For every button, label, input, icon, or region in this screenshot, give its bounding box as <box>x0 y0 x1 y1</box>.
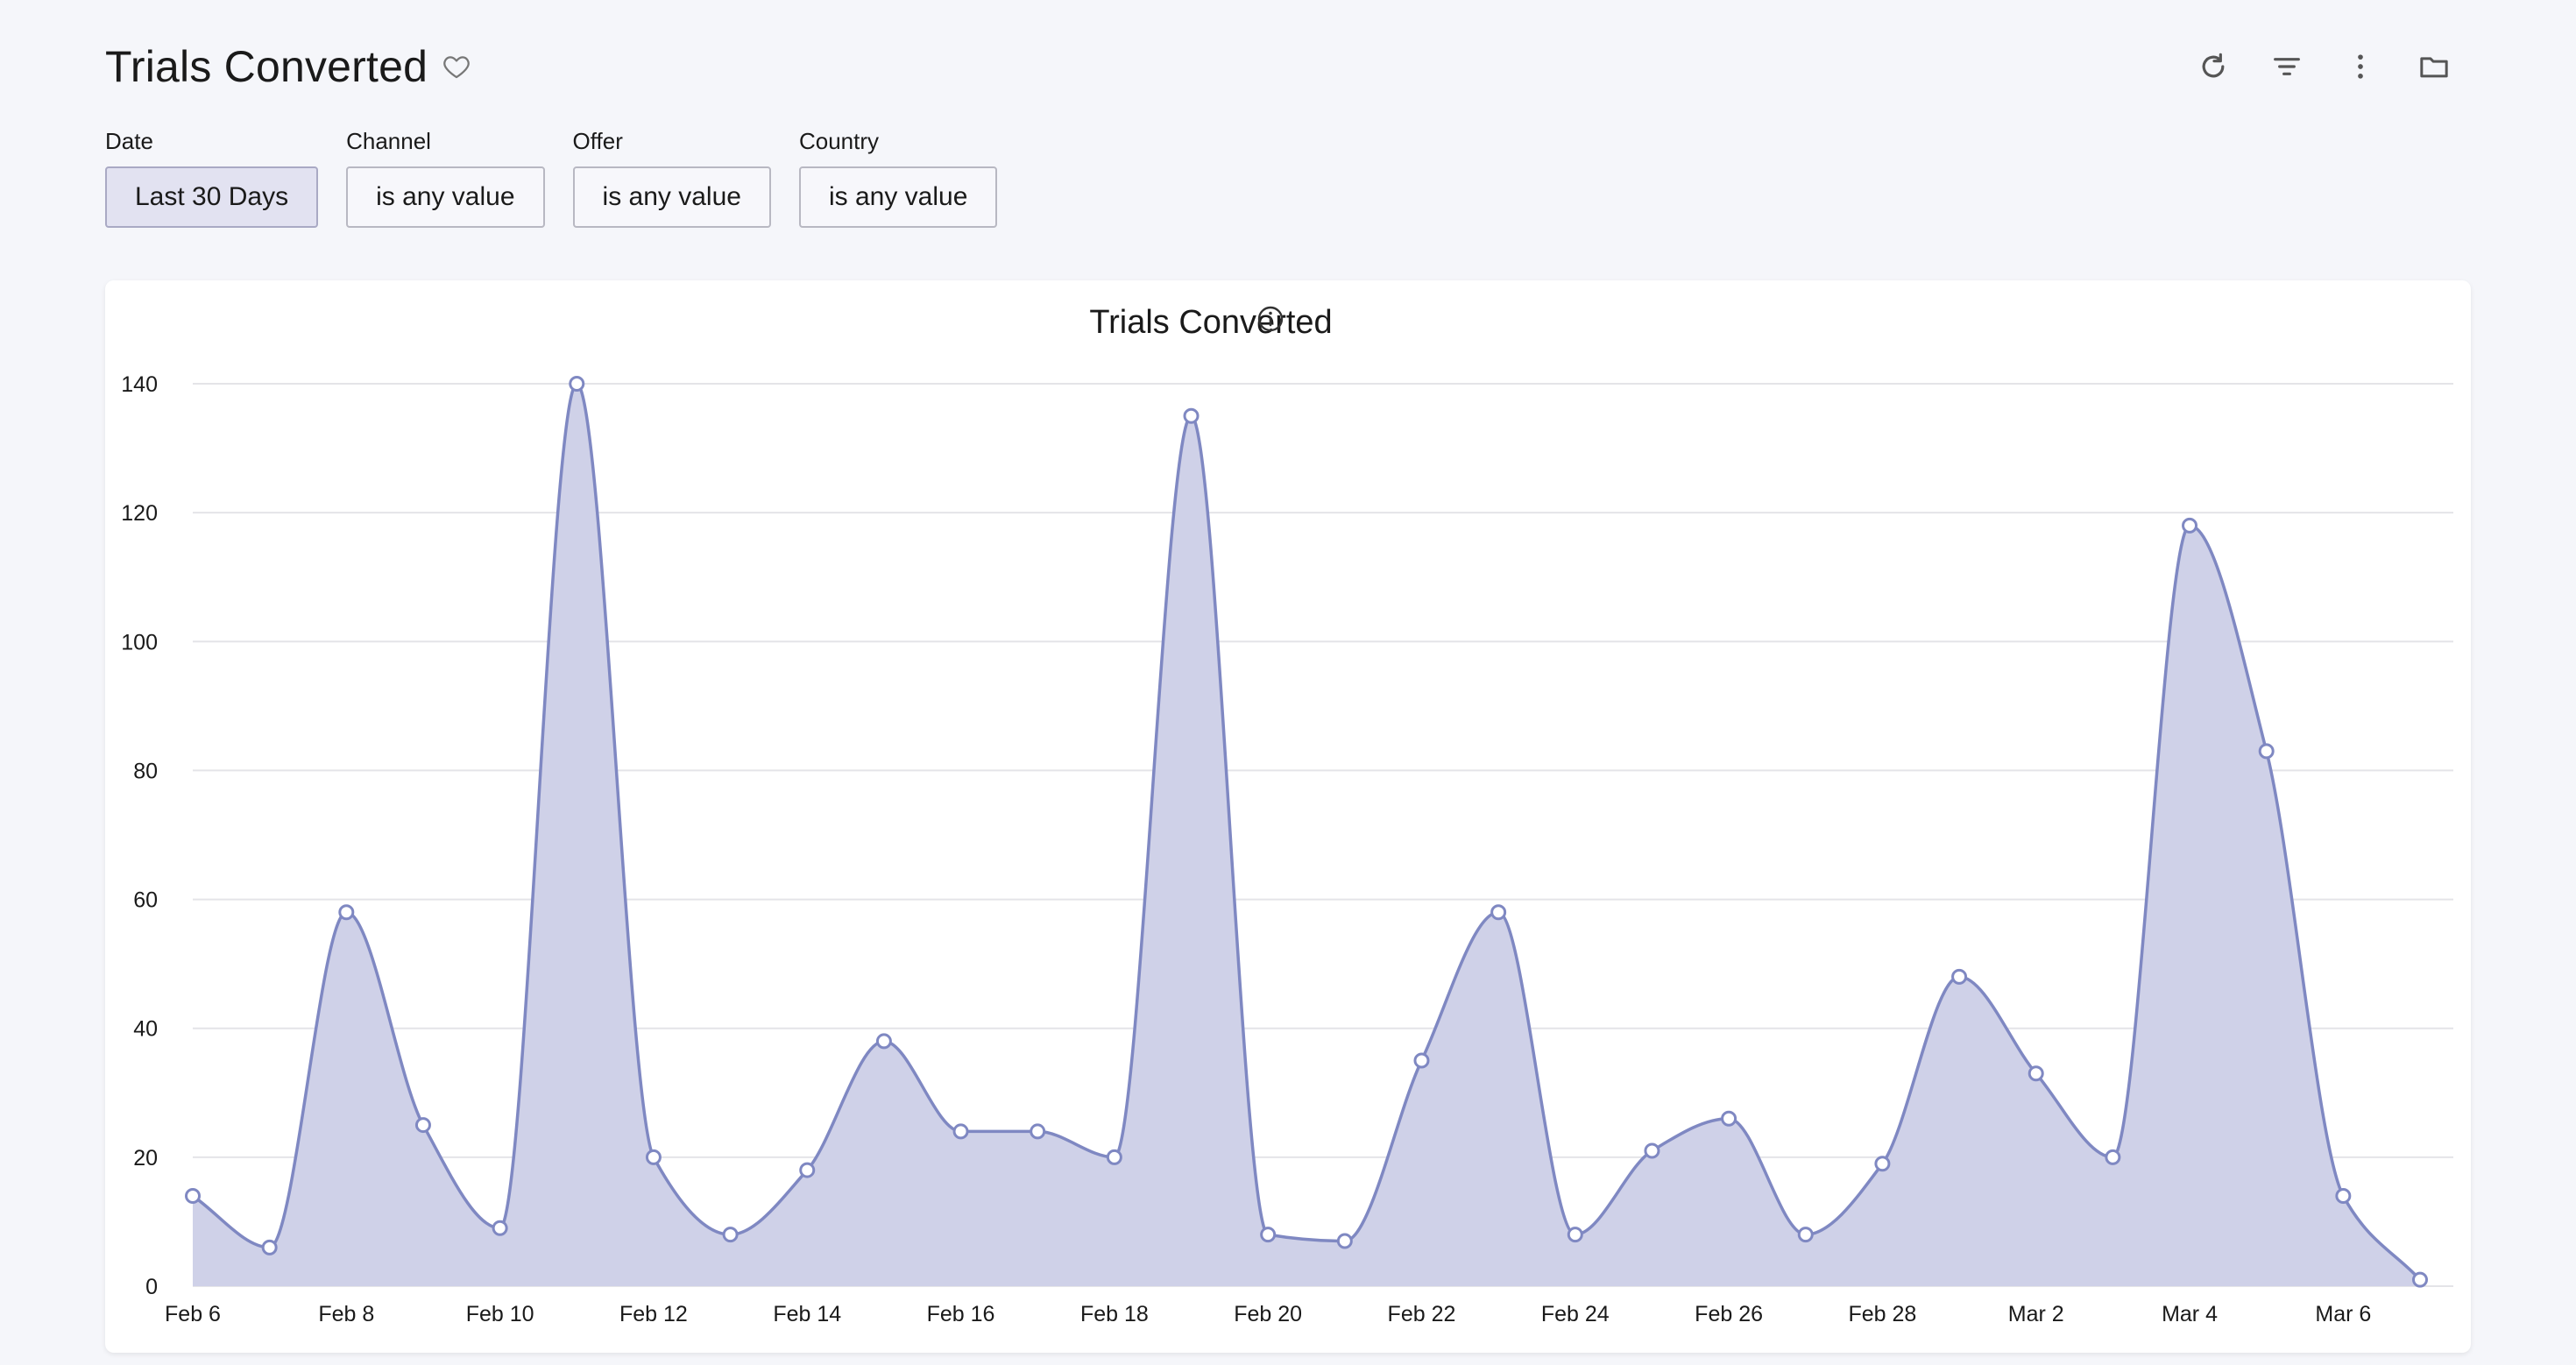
data-point[interactable] <box>1644 1142 1660 1159</box>
filter-channel: Channel is any value <box>346 128 545 228</box>
filter-offer: Offer is any value <box>572 128 771 228</box>
data-point[interactable] <box>338 904 355 921</box>
y-tick-label: 100 <box>121 630 158 654</box>
data-point[interactable] <box>952 1123 969 1140</box>
data-point[interactable] <box>1106 1149 1122 1165</box>
x-tick-label: Feb 6 <box>165 1302 221 1326</box>
data-point[interactable] <box>722 1227 739 1243</box>
chart-title: Trials Converted <box>1089 304 1332 341</box>
y-tick-label: 0 <box>145 1275 158 1299</box>
x-tick-label: Mar 6 <box>2315 1302 2371 1326</box>
data-point[interactable] <box>799 1162 816 1178</box>
y-tick-label: 40 <box>133 1017 158 1042</box>
date-filter-button[interactable]: Last 30 Days <box>105 166 319 228</box>
data-point[interactable] <box>1030 1123 1046 1140</box>
data-point[interactable] <box>492 1220 508 1236</box>
filter-label: Country <box>798 128 880 154</box>
offer-filter-button[interactable]: is any value <box>572 166 771 228</box>
folder-button[interactable] <box>2397 42 2471 91</box>
more-options-button[interactable] <box>2324 42 2397 91</box>
data-point[interactable] <box>1490 904 1507 921</box>
y-tick-label: 60 <box>133 888 158 913</box>
data-point[interactable] <box>1721 1110 1737 1127</box>
filter-label: Channel <box>346 128 431 154</box>
data-point[interactable] <box>2412 1271 2428 1288</box>
area-series <box>192 382 2422 1286</box>
x-tick-label: Feb 20 <box>1234 1302 1302 1326</box>
x-tick-label: Feb 14 <box>773 1302 841 1326</box>
data-point[interactable] <box>1797 1227 1814 1243</box>
data-point[interactable] <box>1183 407 1200 424</box>
x-tick-label: Feb 16 <box>927 1302 995 1326</box>
filter-button[interactable] <box>2250 42 2324 91</box>
data-point[interactable] <box>1567 1227 1583 1243</box>
refresh-button[interactable] <box>2176 42 2250 91</box>
data-point[interactable] <box>185 1188 201 1204</box>
series-line <box>192 382 2422 1281</box>
data-point[interactable] <box>2182 517 2198 534</box>
data-point[interactable] <box>1260 1227 1277 1243</box>
country-filter-button[interactable]: is any value <box>798 166 998 228</box>
more-vertical-icon <box>2358 54 2363 79</box>
data-point[interactable] <box>645 1149 662 1165</box>
data-points <box>185 376 2428 1288</box>
data-point[interactable] <box>569 376 585 392</box>
x-tick-label: Feb 26 <box>1695 1302 1763 1326</box>
data-point[interactable] <box>2335 1188 2352 1204</box>
data-point[interactable] <box>1336 1233 1353 1249</box>
refresh-icon <box>2202 53 2225 78</box>
x-tick-label: Feb 24 <box>1541 1302 1610 1326</box>
y-tick-label: 120 <box>121 501 158 526</box>
filter-bar: Date Last 30 Days Channel is any value O… <box>105 128 998 228</box>
channel-filter-button[interactable]: is any value <box>346 166 545 228</box>
area-fill <box>193 384 2420 1286</box>
filter-country: Country is any value <box>798 128 998 228</box>
data-point[interactable] <box>2028 1065 2044 1082</box>
trials-chart: Trials Converted 0 20 40 60 80 100 120 140 Feb … <box>121 304 2453 1326</box>
page-header: Trials Converted <box>105 39 471 95</box>
y-tick-label: 20 <box>133 1146 158 1171</box>
x-tick-label: Mar 4 <box>2162 1302 2218 1326</box>
x-tick-label: Feb 12 <box>619 1302 688 1326</box>
data-point[interactable] <box>2105 1149 2121 1165</box>
y-tick-label: 140 <box>121 372 158 397</box>
info-icon[interactable] <box>1257 306 1284 332</box>
data-point[interactable] <box>414 1117 431 1134</box>
chart-card: Trials Converted 0 20 40 60 80 100 120 140 Feb … <box>105 280 2471 1353</box>
x-tick-label: Mar 2 <box>2008 1302 2064 1326</box>
y-axis-ticks: 0 20 40 60 80 100 120 140 <box>121 372 158 1299</box>
x-tick-label: Feb 22 <box>1388 1302 1456 1326</box>
filter-date: Date Last 30 Days <box>105 128 319 228</box>
filter-label: Offer <box>572 128 623 154</box>
data-point[interactable] <box>261 1239 278 1255</box>
x-axis-ticks: Feb 6 Feb 8 Feb 10 Feb 12 Feb 14 Feb 16 Feb 18… <box>165 1302 2371 1326</box>
data-point[interactable] <box>875 1033 892 1050</box>
heart-icon[interactable] <box>442 52 471 81</box>
data-point[interactable] <box>2258 743 2275 760</box>
x-tick-label: Feb 10 <box>466 1302 534 1326</box>
x-tick-label: Feb 8 <box>318 1302 374 1326</box>
data-point[interactable] <box>1413 1052 1430 1069</box>
folder-icon <box>2420 57 2448 78</box>
x-tick-label: Feb 28 <box>1848 1302 1916 1326</box>
x-tick-label: Feb 18 <box>1080 1302 1149 1326</box>
filter-label: Date <box>105 128 153 154</box>
data-point[interactable] <box>1874 1156 1891 1172</box>
dashboard-toolbar <box>2176 42 2471 91</box>
page-title: Trials Converted <box>105 42 428 91</box>
data-point[interactable] <box>1951 968 1968 985</box>
filter-icon <box>2274 58 2300 75</box>
y-tick-label: 80 <box>133 759 158 783</box>
